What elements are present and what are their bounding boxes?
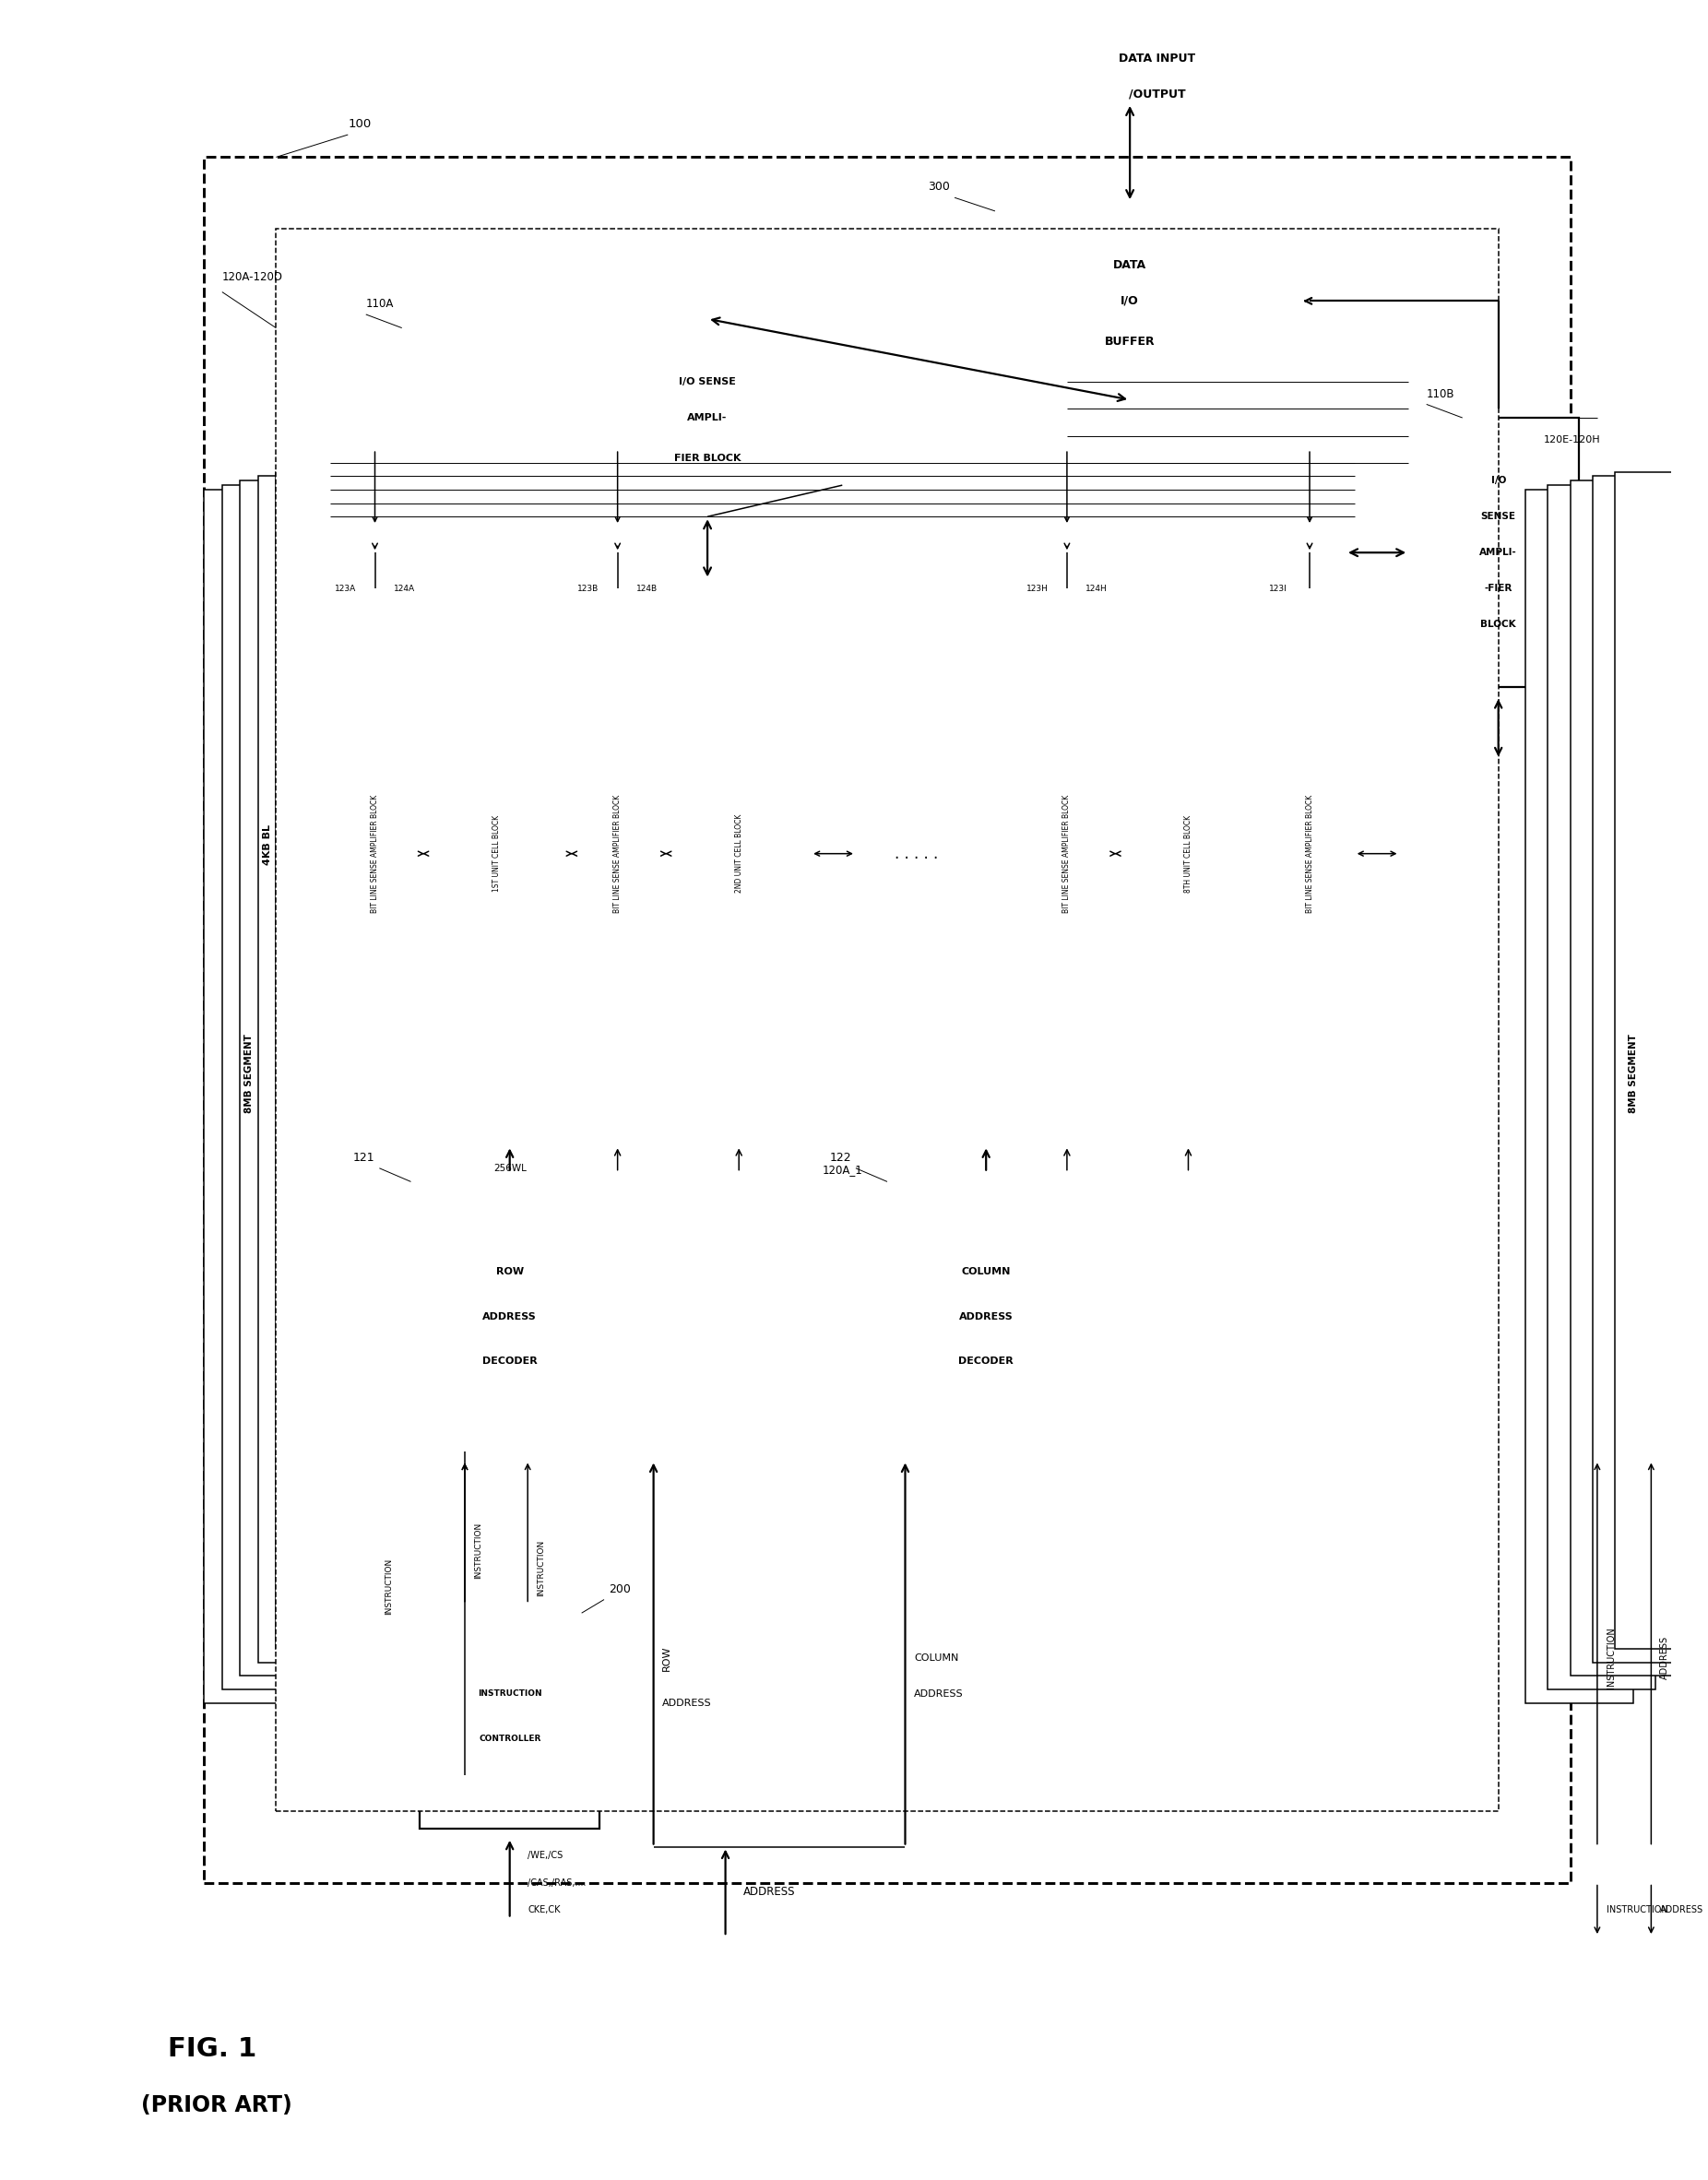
Text: 124B: 124B bbox=[637, 584, 658, 593]
Text: INSTRUCTION: INSTRUCTION bbox=[384, 1559, 393, 1615]
Text: INSTRUCTION: INSTRUCTION bbox=[1606, 1905, 1667, 1914]
Text: 2ND UNIT CELL BLOCK: 2ND UNIT CELL BLOCK bbox=[734, 815, 743, 894]
Text: ADDRESS: ADDRESS bbox=[743, 1886, 796, 1897]
Text: COLUMN: COLUMN bbox=[914, 1652, 958, 1663]
Bar bbox=[384, 1182, 635, 1452]
Text: COLUMN: COLUMN bbox=[962, 1267, 1011, 1275]
Text: BIT LINE SENSE AMPLIFIER BLOCK: BIT LINE SENSE AMPLIFIER BLOCK bbox=[1305, 794, 1313, 913]
Text: 123I: 123I bbox=[1269, 584, 1288, 593]
Text: ADDRESS: ADDRESS bbox=[958, 1312, 1013, 1321]
Text: ADDRESS: ADDRESS bbox=[914, 1690, 963, 1698]
Text: BIT LINE SENSE AMPLIFIER BLOCK: BIT LINE SENSE AMPLIFIER BLOCK bbox=[371, 794, 379, 913]
Text: 200: 200 bbox=[608, 1583, 630, 1596]
Bar bbox=[420, 1613, 600, 1829]
Text: 123A: 123A bbox=[335, 584, 355, 593]
Text: 120A-120D: 120A-120D bbox=[222, 270, 284, 283]
Bar bbox=[277, 229, 1498, 1812]
Bar bbox=[668, 597, 811, 1110]
Text: FIG. 1: FIG. 1 bbox=[167, 2036, 256, 2062]
Bar bbox=[572, 597, 663, 1110]
Text: 100: 100 bbox=[348, 118, 371, 131]
Text: BIT LINE SENSE AMPLIFIER BLOCK: BIT LINE SENSE AMPLIFIER BLOCK bbox=[613, 794, 622, 913]
Bar bbox=[222, 486, 313, 1690]
Text: 8TH UNIT CELL BLOCK: 8TH UNIT CELL BLOCK bbox=[1184, 815, 1192, 892]
Text: 121: 121 bbox=[354, 1151, 374, 1164]
Text: ROW: ROW bbox=[495, 1267, 524, 1275]
Text: BLOCK: BLOCK bbox=[1481, 619, 1517, 630]
Text: 120A_1: 120A_1 bbox=[822, 1164, 863, 1175]
Bar bbox=[330, 597, 420, 1110]
Bar bbox=[1525, 490, 1633, 1703]
Bar bbox=[241, 480, 330, 1676]
Text: -FIER: -FIER bbox=[1484, 584, 1512, 593]
Bar bbox=[424, 597, 569, 1110]
Bar bbox=[1547, 486, 1655, 1690]
Text: DECODER: DECODER bbox=[958, 1356, 1013, 1367]
Bar bbox=[1021, 597, 1112, 1110]
Text: ADDRESS: ADDRESS bbox=[1660, 1637, 1669, 1681]
Text: 122: 122 bbox=[830, 1151, 851, 1164]
Bar bbox=[861, 1182, 1112, 1452]
Bar bbox=[1616, 471, 1708, 1648]
Text: DATA INPUT: DATA INPUT bbox=[1119, 52, 1196, 63]
Text: I/O: I/O bbox=[1491, 475, 1506, 486]
Text: /WE,/CS: /WE,/CS bbox=[528, 1851, 564, 1860]
Bar bbox=[960, 211, 1300, 390]
Text: 124H: 124H bbox=[1086, 584, 1107, 593]
Text: I/O: I/O bbox=[1120, 294, 1139, 307]
Text: DECODER: DECODER bbox=[482, 1356, 538, 1367]
Text: . . . . .: . . . . . bbox=[895, 846, 938, 861]
Text: 120E-120H: 120E-120H bbox=[1544, 436, 1600, 445]
Text: /CAS,/RAS,....: /CAS,/RAS,.... bbox=[528, 1877, 586, 1888]
Bar bbox=[1264, 597, 1354, 1110]
Bar bbox=[1418, 419, 1580, 687]
Text: (PRIOR ART): (PRIOR ART) bbox=[142, 2095, 292, 2117]
Bar bbox=[1117, 597, 1261, 1110]
Text: BIT LINE SENSE AMPLIFIER BLOCK: BIT LINE SENSE AMPLIFIER BLOCK bbox=[1062, 794, 1071, 913]
Text: /OUTPUT: /OUTPUT bbox=[1129, 87, 1185, 100]
Bar bbox=[258, 475, 348, 1663]
Bar bbox=[205, 490, 294, 1703]
Text: 110B: 110B bbox=[1426, 388, 1455, 399]
Text: ADDRESS: ADDRESS bbox=[1660, 1905, 1703, 1914]
Text: 1ST UNIT CELL BLOCK: 1ST UNIT CELL BLOCK bbox=[492, 815, 500, 892]
Text: CONTROLLER: CONTROLLER bbox=[478, 1735, 541, 1744]
Text: DATA: DATA bbox=[1114, 259, 1146, 270]
Text: 256WL: 256WL bbox=[494, 1164, 526, 1173]
Text: 124A: 124A bbox=[395, 584, 415, 593]
Text: I/O SENSE: I/O SENSE bbox=[678, 377, 736, 386]
Text: SENSE: SENSE bbox=[1481, 512, 1517, 521]
Text: FIER BLOCK: FIER BLOCK bbox=[675, 453, 741, 462]
Text: ROW: ROW bbox=[663, 1646, 671, 1670]
Text: 123H: 123H bbox=[1027, 584, 1049, 593]
Bar bbox=[348, 327, 1068, 508]
Text: INSTRUCTION: INSTRUCTION bbox=[473, 1522, 482, 1578]
Text: AMPLI-: AMPLI- bbox=[1479, 547, 1517, 558]
Text: 300: 300 bbox=[927, 181, 950, 194]
Text: ADDRESS: ADDRESS bbox=[483, 1312, 536, 1321]
Bar bbox=[277, 471, 366, 1648]
Text: 110A: 110A bbox=[366, 299, 395, 310]
Text: 123B: 123B bbox=[577, 584, 598, 593]
Text: INSTRUCTION: INSTRUCTION bbox=[1606, 1626, 1616, 1690]
Text: BUFFER: BUFFER bbox=[1105, 336, 1155, 347]
Text: ADDRESS: ADDRESS bbox=[663, 1698, 712, 1707]
Bar bbox=[313, 552, 1373, 1136]
Bar bbox=[1570, 480, 1679, 1676]
Text: CKE,CK: CKE,CK bbox=[528, 1905, 560, 1914]
Text: 4KB BL: 4KB BL bbox=[263, 824, 272, 865]
Bar bbox=[1594, 475, 1701, 1663]
Text: INSTRUCTION: INSTRUCTION bbox=[536, 1539, 545, 1596]
Text: AMPLI-: AMPLI- bbox=[687, 414, 728, 423]
Text: 8MB SEGMENT: 8MB SEGMENT bbox=[244, 1033, 254, 1114]
Text: INSTRUCTION: INSTRUCTION bbox=[478, 1690, 541, 1698]
Text: 8MB SEGMENT: 8MB SEGMENT bbox=[1628, 1033, 1638, 1114]
Bar bbox=[205, 157, 1570, 1884]
